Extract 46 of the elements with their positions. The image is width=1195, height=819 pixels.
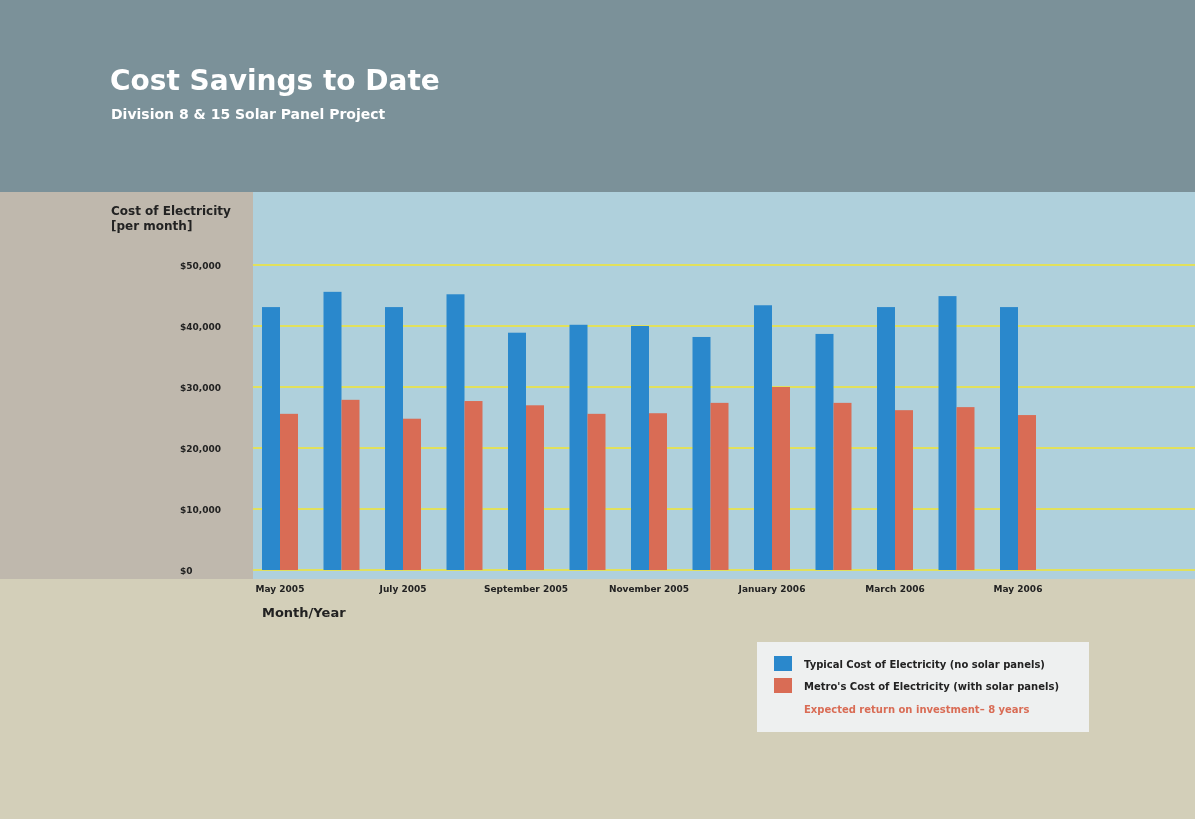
text: Expected return on investment– 8 years [804,704,1030,715]
bar [877,307,895,570]
y-tick-label: $30,000 [180,383,221,393]
bar [815,333,834,570]
bar [1018,415,1036,570]
bar [341,399,360,570]
bar [833,402,852,570]
bar [895,410,913,570]
bar [280,413,298,570]
bar [323,291,342,570]
bar [508,332,526,570]
y-tick-label: $10,000 [180,505,221,515]
x-axis-title: Month/Year [262,605,347,620]
bar [569,324,588,570]
x-tick-label: March 2006 [865,584,925,594]
y-tick-label: $50,000 [180,261,221,271]
chart-subtitle: Division 8 & 15 Solar Panel Project [111,106,386,122]
legend-label: Typical Cost of Electricity (no solar panels) [804,659,1045,670]
bar [403,418,421,570]
bar [446,294,465,570]
bar [587,413,606,570]
bar [649,413,667,570]
y-axis-title: Cost of Electricity [per month] [111,204,232,233]
bar [938,296,957,570]
x-tick-label: November 2005 [608,584,690,594]
y-tick-label: $40,000 [180,322,221,332]
bar [1000,307,1018,570]
legend-label: Metro's Cost of Electricity (with solar panels) [804,681,1059,692]
bar [956,407,975,570]
y-tick-label: $20,000 [180,444,221,454]
x-tick-label: September 2005 [484,584,568,594]
bar [526,405,544,570]
x-tick-label: May 2005 [255,584,305,594]
bar [464,401,483,570]
y-tick-label: $0 [180,566,193,576]
x-tick-label: July 2005 [378,584,427,594]
bar [385,307,403,570]
bar [710,402,729,570]
x-tick-label: May 2006 [993,584,1043,594]
bar [754,305,772,570]
x-tick-label: January 2006 [737,584,806,594]
bar [772,387,790,570]
bar [692,336,711,570]
chart-title: Cost Savings to Date [110,64,440,97]
bar [631,326,649,570]
bar [262,307,280,570]
